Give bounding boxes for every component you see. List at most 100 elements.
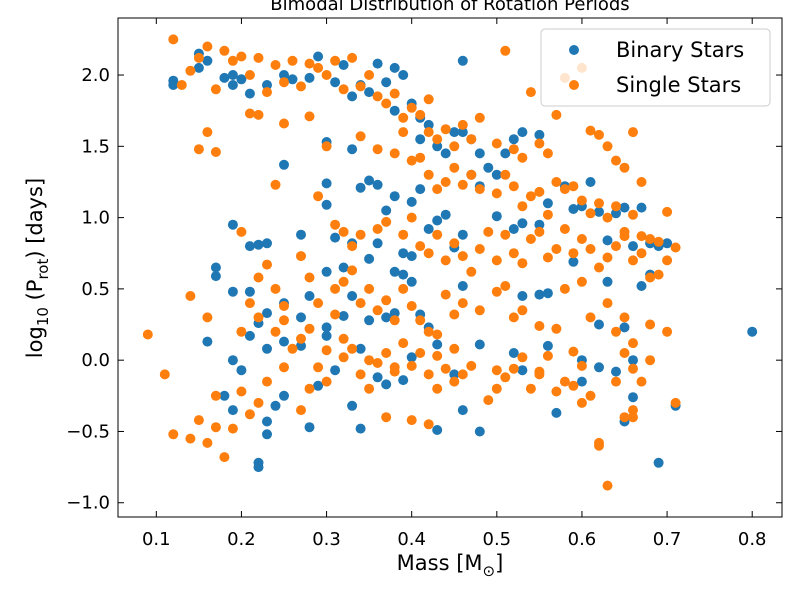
data-point: [611, 201, 621, 212]
data-point: [338, 311, 349, 321]
data-point: [253, 52, 264, 63]
data-point: [262, 429, 272, 440]
legend-marker-binary: [569, 45, 579, 55]
data-point: [381, 216, 392, 227]
data-point: [449, 369, 460, 380]
data-point: [594, 362, 604, 373]
data-point: [508, 312, 519, 323]
data-point: [253, 239, 264, 250]
data-point: [364, 283, 375, 294]
data-point: [202, 41, 213, 52]
data-point: [585, 312, 596, 323]
chart-title: Bimodal Distribution of Rotation Periods: [270, 0, 629, 15]
data-point: [279, 159, 289, 170]
data-point: [279, 118, 289, 129]
data-point: [406, 212, 417, 223]
data-point: [491, 383, 502, 394]
data-point: [585, 177, 596, 187]
data-point: [287, 55, 298, 66]
data-point: [559, 283, 570, 294]
data-point: [508, 248, 519, 259]
data-point: [508, 224, 519, 234]
data-point: [304, 291, 315, 301]
data-point: [474, 305, 485, 316]
data-point: [355, 131, 366, 142]
data-point: [636, 177, 647, 187]
data-point: [542, 209, 553, 220]
data-point: [279, 362, 289, 373]
data-point: [210, 422, 221, 433]
data-point: [423, 248, 434, 259]
data-point: [508, 348, 519, 358]
data-point: [457, 179, 468, 190]
data-point: [321, 330, 332, 341]
data-point: [491, 365, 502, 376]
data-point: [227, 423, 238, 434]
data-point: [602, 212, 613, 223]
data-point: [576, 360, 587, 371]
data-point: [457, 298, 468, 309]
data-point: [491, 211, 502, 222]
data-point: [636, 202, 647, 213]
data-point: [372, 224, 383, 234]
data-point: [662, 206, 673, 217]
data-point: [398, 229, 409, 240]
data-point: [415, 109, 426, 120]
data-point: [355, 182, 366, 193]
data-point: [406, 301, 417, 311]
data-point: [559, 184, 570, 195]
data-point: [381, 348, 392, 358]
x-tick-label: 0.7: [653, 529, 682, 550]
data-point: [244, 88, 255, 99]
data-point: [449, 343, 460, 354]
data-point: [449, 127, 460, 138]
data-point: [381, 77, 392, 88]
data-point: [585, 244, 596, 254]
data-point: [602, 252, 613, 263]
data-point: [662, 255, 673, 266]
data-point: [202, 336, 213, 347]
data-point: [423, 127, 434, 138]
data-point: [202, 127, 213, 138]
data-point: [457, 251, 468, 262]
data-point: [576, 376, 587, 387]
data-point: [398, 127, 409, 138]
data-point: [219, 45, 230, 56]
data-point: [594, 206, 604, 217]
data-point: [244, 298, 255, 309]
data-point: [466, 169, 477, 180]
data-point: [466, 134, 477, 145]
data-point: [236, 386, 247, 397]
data-point: [636, 376, 647, 387]
data-point: [508, 134, 519, 145]
data-point: [304, 323, 315, 334]
data-point: [313, 51, 324, 62]
data-point: [457, 119, 468, 130]
data-point: [517, 258, 528, 269]
data-point: [474, 148, 485, 159]
data-point: [398, 375, 409, 386]
data-point: [568, 204, 579, 214]
data-point: [415, 184, 426, 195]
data-point: [381, 98, 392, 109]
data-point: [253, 462, 264, 473]
data-point: [440, 289, 451, 300]
data-point: [330, 283, 341, 294]
data-point: [398, 269, 409, 280]
data-point: [210, 271, 221, 282]
data-point: [321, 345, 332, 356]
data-point: [364, 70, 375, 80]
data-point: [227, 219, 238, 230]
data-point: [491, 188, 502, 199]
data-point: [270, 400, 281, 411]
data-point: [262, 416, 272, 427]
data-point: [296, 405, 306, 416]
data-point: [576, 234, 587, 244]
data-point: [236, 365, 247, 376]
legend-label-binary: Binary Stars: [616, 38, 744, 62]
data-point: [542, 350, 553, 361]
y-axis-label-mid: (P: [23, 280, 47, 308]
data-point: [500, 148, 511, 159]
data-point: [372, 179, 383, 190]
data-point: [321, 70, 332, 80]
